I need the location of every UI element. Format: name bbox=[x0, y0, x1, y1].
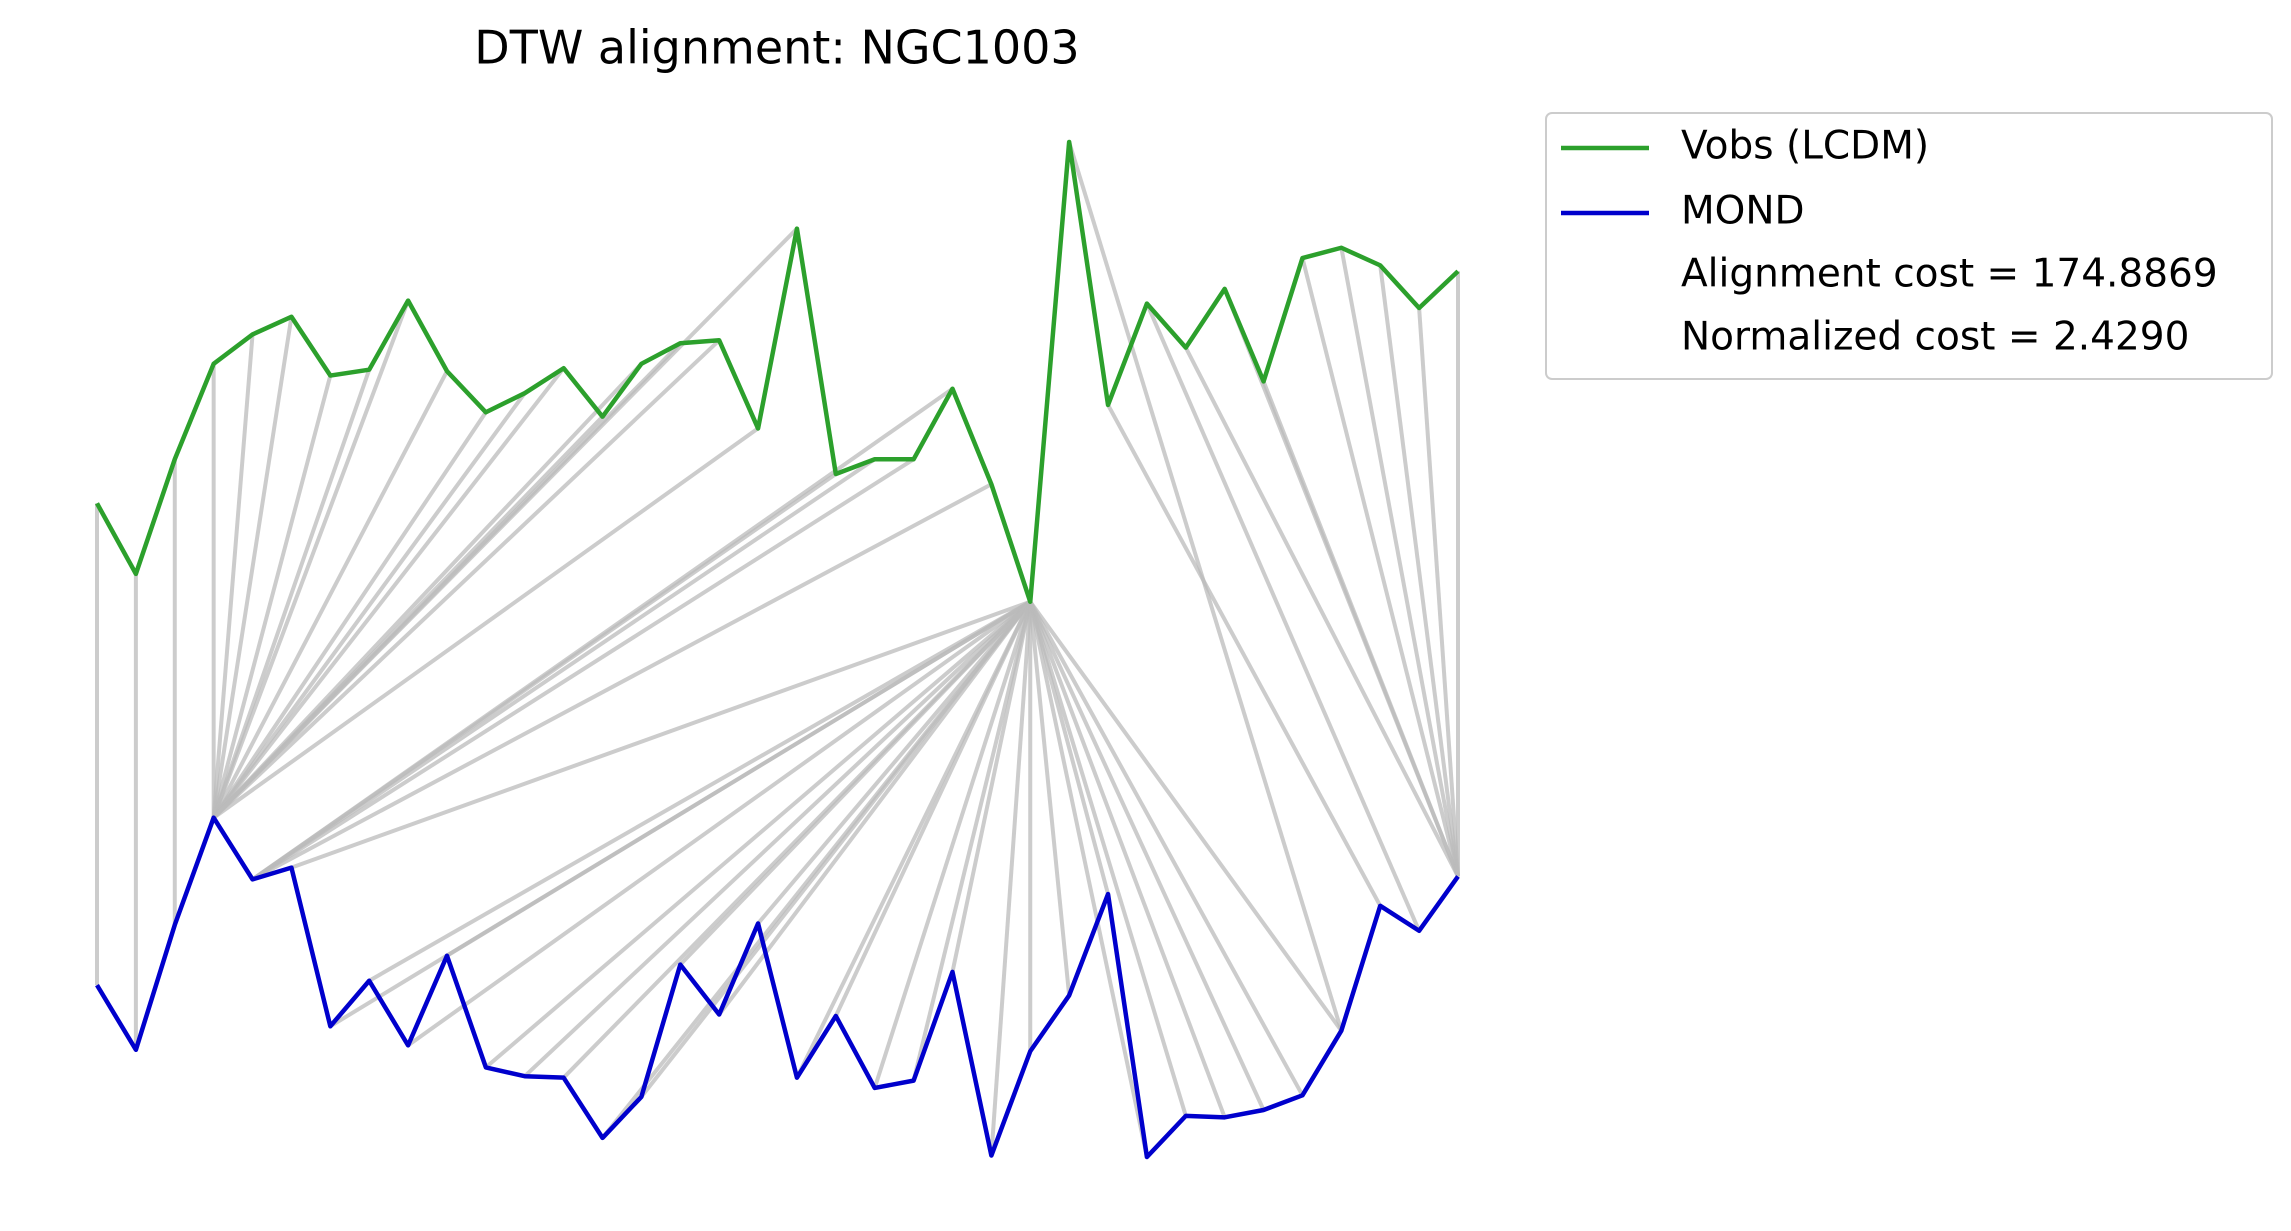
legend-annotation: Normalized cost = 2.4290 bbox=[1681, 315, 2189, 360]
alignment-line bbox=[756, 600, 1032, 925]
alignment-line bbox=[1339, 247, 1460, 877]
alignment-line bbox=[911, 601, 1033, 1082]
legend-label: MOND bbox=[1681, 189, 1805, 234]
alignment-line bbox=[212, 391, 527, 819]
alignment-line bbox=[290, 599, 1031, 870]
alignment-line bbox=[1106, 403, 1382, 907]
alignment-line bbox=[1028, 601, 1072, 996]
plot-area bbox=[95, 139, 1460, 1160]
alignment-line bbox=[211, 316, 294, 818]
alignment-line bbox=[639, 600, 1032, 1099]
alignment-line bbox=[406, 600, 1032, 1047]
alignment-line bbox=[251, 457, 915, 882]
alignment-line bbox=[717, 600, 1032, 1016]
alignment-line bbox=[950, 601, 1033, 973]
alignment-line bbox=[212, 362, 643, 820]
legend-label: Vobs (LCDM) bbox=[1681, 124, 1929, 169]
alignment-line bbox=[211, 370, 449, 819]
alignment-line bbox=[1028, 601, 1149, 1158]
alignment-line bbox=[1028, 600, 1305, 1097]
alignment-line bbox=[484, 600, 1032, 1069]
alignment-line bbox=[1417, 307, 1460, 877]
alignment-line bbox=[211, 299, 410, 819]
chart-title: DTW alignment: NGC1003 bbox=[474, 21, 1079, 75]
alignment-line bbox=[211, 411, 488, 819]
alignment-line bbox=[1184, 346, 1460, 878]
alignment-line bbox=[368, 600, 1032, 983]
alignment-line bbox=[212, 426, 760, 820]
alignment-line bbox=[251, 482, 993, 882]
legend-box bbox=[1545, 112, 2273, 380]
alignment-line bbox=[211, 369, 372, 819]
alignment-line bbox=[872, 601, 1033, 1089]
alignment-line bbox=[523, 600, 1032, 1078]
legend: Vobs (LCDM) MOND Alignment cost = 174.8869… bbox=[1561, 124, 2218, 360]
alignment-line bbox=[212, 227, 799, 820]
alignment-line bbox=[1300, 257, 1460, 877]
legend-annotation: Alignment cost = 174.8869 bbox=[1681, 252, 2218, 297]
series-line bbox=[95, 139, 1460, 605]
alignment-line bbox=[1261, 380, 1460, 878]
alignment-line bbox=[1028, 601, 1227, 1119]
alignment-line bbox=[1145, 302, 1421, 932]
alignment-line bbox=[1378, 265, 1460, 877]
alignment-line bbox=[1028, 601, 1188, 1117]
series-line bbox=[95, 815, 1460, 1160]
alignment-line bbox=[212, 338, 721, 820]
alignment-line bbox=[1028, 600, 1266, 1111]
alignment-line bbox=[1028, 600, 1343, 1032]
alignment-line bbox=[445, 600, 1032, 958]
alignment-line bbox=[211, 334, 255, 818]
alignment-line bbox=[989, 601, 1033, 1156]
alignment-line bbox=[678, 600, 1032, 966]
alignment-line bbox=[251, 457, 876, 882]
alignment-line bbox=[834, 600, 1033, 1017]
alignment-line bbox=[211, 375, 333, 819]
alignment-line bbox=[212, 366, 566, 819]
